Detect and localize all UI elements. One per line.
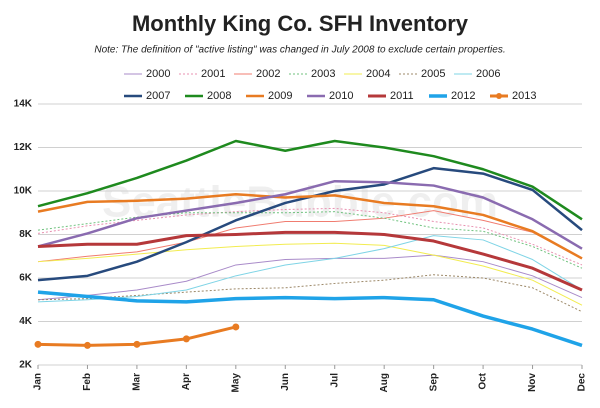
watermark: SeattleBubble.com (102, 178, 498, 227)
legend-label: 2002 (256, 68, 280, 80)
x-tick-label: Feb (82, 373, 93, 391)
y-tick-label: 10K (14, 186, 33, 197)
series-line (37, 274, 583, 313)
point (182, 335, 190, 343)
x-tick-label: Nov (527, 373, 538, 392)
y-tick-label: 8K (19, 229, 33, 240)
legend-label: 2006 (476, 68, 500, 80)
legend-label: 2010 (329, 90, 353, 102)
series-line (37, 211, 583, 269)
x-tick-label: Jan (33, 373, 44, 390)
y-tick-label: 6K (19, 273, 33, 284)
series-line (37, 139, 583, 221)
y-tick-label: 14K (14, 99, 33, 110)
series-line (37, 235, 583, 303)
x-tick-label: May (230, 373, 241, 393)
chart-title: Monthly King Co. SFH Inventory (132, 11, 469, 36)
y-tick-label: 12K (14, 142, 33, 153)
point (83, 341, 91, 349)
series-line (37, 210, 583, 263)
series-line (37, 230, 583, 292)
x-tick-label: Jun (280, 373, 291, 391)
legend-label: 2012 (451, 90, 475, 102)
x-tick-label: Oct (478, 372, 489, 389)
series-line (37, 179, 583, 250)
legend-label: 2004 (366, 68, 390, 80)
x-tick-label: Mar (132, 373, 143, 391)
point (133, 340, 141, 348)
x-tick-label: Apr (181, 373, 192, 390)
point (232, 323, 240, 331)
y-tick-label: 4K (19, 316, 33, 327)
legend-label: 2001 (201, 68, 225, 80)
legend-label: 2003 (311, 68, 335, 80)
legend-label: 2013 (512, 90, 536, 102)
legend-label: 2005 (421, 68, 445, 80)
legend-marker (496, 93, 502, 99)
legend-label: 2008 (207, 90, 231, 102)
chart-subtitle: Note: The definition of "active listing"… (94, 45, 505, 56)
series-line (37, 254, 583, 301)
series-line (37, 193, 583, 260)
point (34, 340, 42, 348)
x-tick-label: Sep (428, 373, 439, 391)
legend-label: 2000 (146, 68, 170, 80)
legend-label: 2009 (268, 90, 292, 102)
x-tick-label: Jul (329, 373, 340, 388)
x-tick-label: Dec (577, 373, 588, 392)
series-line (37, 207, 583, 266)
x-tick-label: Aug (379, 373, 390, 392)
y-tick-label: 2K (19, 360, 33, 371)
series-line (37, 290, 583, 348)
legend-label: 2007 (146, 90, 170, 102)
series-line (37, 242, 583, 306)
legend-label: 2011 (390, 90, 414, 102)
